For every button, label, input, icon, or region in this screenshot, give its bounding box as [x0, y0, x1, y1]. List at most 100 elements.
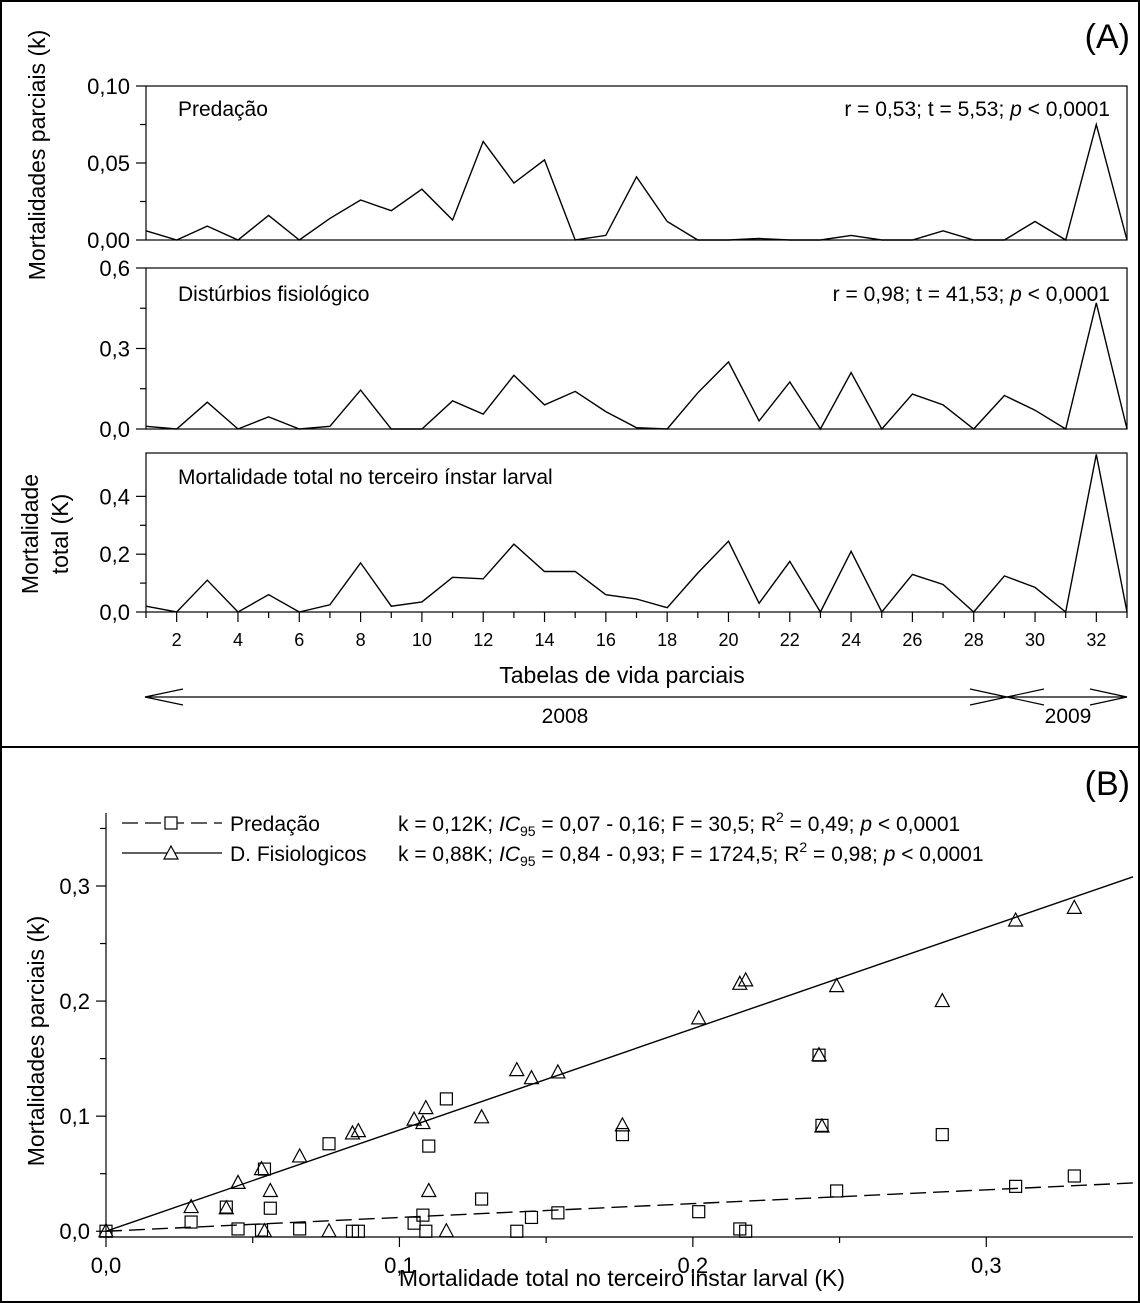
panel-b-frame [0, 746, 1140, 1303]
year-2009-label: 2009 [1045, 705, 1092, 728]
year-2008-label: 2008 [542, 705, 589, 728]
arrow-2009-right [1089, 688, 1128, 706]
legend-square-marker [164, 816, 178, 830]
x-tick-label: 16 [596, 630, 616, 650]
panel-b-ytick-label: 0,3 [59, 874, 90, 899]
predacao-point [407, 1216, 421, 1230]
predacao_series-ytick-label: 0,05 [87, 151, 130, 176]
panel-b-tag: (B) [1085, 765, 1130, 803]
panel-a-xlabel: Tabelas de vida parciais [499, 662, 744, 688]
legend-label-fisiologicos: D. Fisiologicos [230, 843, 367, 866]
fisiologicos-point [321, 1222, 338, 1238]
fisiologicos-point [828, 977, 845, 993]
arrow-2008-left [144, 688, 184, 706]
year-range-arrows [144, 688, 1128, 706]
predacao-point [739, 1224, 753, 1238]
total_series-ytick-label: 0,4 [99, 484, 130, 509]
fisiologicos-point [256, 1222, 273, 1238]
predacao-series-label: Predação [178, 98, 268, 121]
fisiologicos-point [417, 1099, 434, 1115]
x-tick-label: 4 [233, 630, 243, 650]
panel-b-xlabel: Mortalidade total no terceiro instar lar… [399, 1265, 845, 1291]
predacao_series-ytick-label: 0,00 [87, 228, 130, 253]
x-tick-label: 14 [535, 630, 555, 650]
regression-line-predacao [105, 1182, 1134, 1232]
x-tick-label: 22 [780, 630, 800, 650]
predacao-point [474, 1192, 489, 1206]
disturbios_series-ytick-label: 0,3 [99, 337, 130, 362]
x-tick-label: 10 [412, 630, 432, 650]
equation-fisiologicos: k = 0,88K; IC95 = 0,84 - 0,93; F = 1724,… [398, 839, 984, 869]
fisiologicos-point [813, 1117, 830, 1133]
legend-label-predacao: Predação [230, 813, 320, 836]
fisiologicos-point [473, 1108, 490, 1124]
disturbios-stats: r = 0,98; t = 41,53; p < 0,0001 [833, 283, 1110, 306]
predacao-point [551, 1206, 565, 1220]
fisiologicos-point [406, 1110, 423, 1126]
panel-b-ytick-label: 0,0 [59, 1219, 90, 1244]
regression-line-fisiologicos [105, 876, 1134, 1232]
fisiologicos-point [344, 1124, 361, 1140]
disturbios-series-label: Distúrbios fisiológico [178, 283, 369, 306]
predacao-point [351, 1224, 365, 1238]
fisiologicos-point [549, 1063, 566, 1079]
predacao-point [1009, 1179, 1023, 1193]
predacao_series-line [145, 121, 1128, 242]
x-tick-label: 26 [902, 630, 922, 650]
panel-b-ytick-label: 0,1 [59, 1104, 90, 1129]
fisiologicos-point [262, 1182, 279, 1198]
legend-triangle-marker [162, 844, 180, 860]
fisiologicos-point [183, 1198, 200, 1214]
fisiologicos-point [1007, 911, 1024, 927]
x-tick-label: 6 [294, 630, 304, 650]
fisiologicos-point [438, 1222, 455, 1238]
predacao-point [692, 1205, 706, 1219]
total-series-label: Mortalidade total no terceiro ínstar lar… [178, 466, 553, 489]
fisiologicos-point [414, 1114, 431, 1130]
fisiologicos-point [420, 1182, 437, 1198]
panel-a-ylabel-partial: Mortalidades parciais (k) [24, 30, 50, 281]
panel-a-ylabel-total-1: Mortalidade [17, 474, 43, 594]
legend-entry-predacao: Predação k = 0,12K; IC95 = 0,07 - 0,16; … [122, 809, 960, 839]
disturbios_series-ytick-label: 0,0 [99, 417, 130, 442]
equation-predacao: k = 0,12K; IC95 = 0,07 - 0,16; F = 30,5;… [398, 809, 960, 839]
predacao-point [439, 1092, 453, 1106]
predacao-point [830, 1184, 844, 1198]
panel-b-xtick-label: 0,2 [678, 1253, 709, 1278]
fisiologicos-point [350, 1122, 367, 1138]
fisiologicos-point [690, 1009, 707, 1025]
panel-b-xtick-label: 0,3 [971, 1253, 1002, 1278]
total_series-ytick-label: 0,2 [99, 542, 130, 567]
predacao-point [416, 1208, 430, 1222]
predacao-point [524, 1210, 539, 1225]
fisiologicos-point [253, 1160, 270, 1176]
x-tick-label: 28 [964, 630, 984, 650]
fisiologicos-point [291, 1147, 308, 1163]
fisiologicos-point [508, 1061, 525, 1077]
total_series-line [145, 454, 1128, 614]
disturbios_series-line [145, 302, 1128, 431]
fisiologicos-point [1066, 899, 1083, 914]
predacao-point [184, 1215, 198, 1229]
x-tick-label: 30 [1025, 630, 1045, 650]
fisiologicos-point [614, 1116, 631, 1132]
predacao-stats: r = 0,53; t = 5,53; p < 0,0001 [844, 98, 1110, 121]
total_series-plot: 0,00,20,42 4 6 8 10 12 14 16 18 20 22 24 26 28 30 32 [99, 454, 1128, 650]
panel-b-ytick-label: 0,2 [59, 989, 90, 1014]
x-tick-label: 12 [473, 630, 493, 650]
predacao-point [935, 1127, 949, 1142]
predacao-point [422, 1139, 436, 1153]
disturbios_series-ytick-label: 0,6 [99, 256, 130, 281]
x-tick-label: 24 [841, 630, 861, 650]
panel-b-ylabel: Mortalidades parciais (k) [23, 916, 49, 1167]
fisiologicos-point [97, 1222, 115, 1238]
predacao-point [510, 1224, 524, 1238]
x-tick-label: 2 [172, 630, 182, 650]
panel-b-xtick-label: 0,1 [384, 1253, 415, 1278]
fisiologicos-point [731, 975, 748, 990]
panel-a-plots: 0,000,050,100,00,30,60,00,20,42 4 6 8 10 12 14… [87, 74, 1128, 650]
panel-b-xtick-label: 0,0 [91, 1253, 122, 1278]
legend-entry-fisiologicos: D. Fisiologicos k = 0,88K; IC95 = 0,84 -… [122, 839, 984, 869]
x-tick-label: 32 [1086, 630, 1106, 650]
